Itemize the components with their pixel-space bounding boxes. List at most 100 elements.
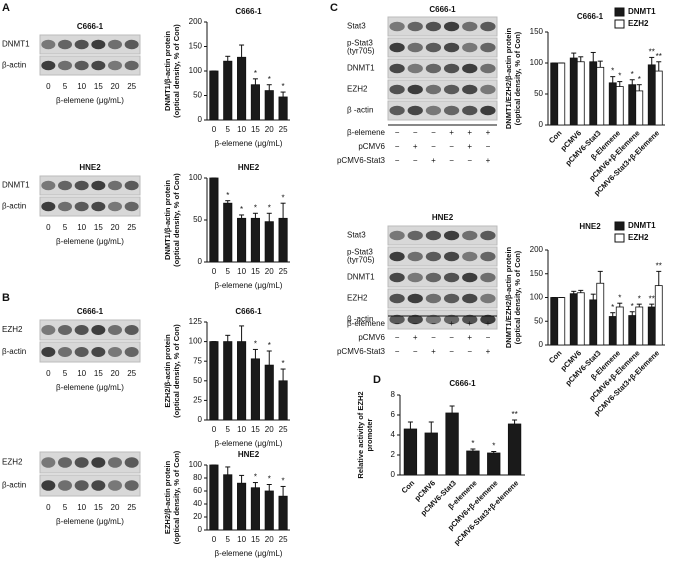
y-tick-label: 0	[198, 525, 203, 534]
y-axis-label: DNMT1/EZH2/β-actin protein	[504, 27, 513, 129]
y-tick-label: 40	[193, 499, 202, 508]
blot-band	[108, 60, 122, 71]
error-bar	[470, 448, 476, 451]
blot-band	[58, 325, 72, 335]
lane-label: 5	[63, 82, 68, 91]
x-tick-label: 25	[279, 267, 288, 276]
bar	[596, 66, 605, 126]
panel-letter: B	[2, 292, 10, 304]
treatment-sign: −	[413, 319, 418, 328]
treatment-sign: +	[467, 319, 472, 328]
bar	[557, 297, 566, 346]
blot-band	[480, 314, 496, 325]
bar	[424, 432, 438, 476]
bar	[278, 217, 288, 263]
blot-band	[443, 42, 460, 53]
treatment-sign: −	[395, 347, 400, 356]
blot-row-label: DNMT1	[2, 40, 30, 49]
blot-row-label: β-actin	[2, 347, 26, 356]
error-bar	[629, 79, 635, 85]
blot-band	[58, 347, 72, 357]
blot-band	[462, 314, 478, 325]
blot-band	[389, 63, 405, 74]
blot-band	[389, 42, 405, 53]
blot-band	[74, 325, 89, 335]
y-tick-label: 2	[391, 450, 396, 459]
blot-title: HNE2	[432, 213, 454, 222]
blot-xlabel: β-elemene (μg/mL)	[56, 237, 124, 246]
significance: *	[618, 72, 621, 81]
bar	[223, 202, 233, 263]
treatment-sign: −	[449, 142, 454, 151]
blot-band	[91, 201, 106, 212]
error-bar	[629, 311, 635, 316]
x-tick-label: 25	[279, 535, 288, 544]
lane-label: 0	[46, 82, 51, 91]
bar	[576, 292, 585, 346]
bar	[223, 60, 233, 121]
y-tick-label: 50	[534, 89, 543, 98]
blot-band	[407, 63, 423, 74]
bar	[237, 482, 247, 531]
treatment-sign: +	[467, 128, 472, 137]
blot-band	[74, 457, 89, 468]
error-bar	[578, 56, 584, 62]
significance: *	[638, 75, 641, 84]
error-bar	[252, 348, 258, 359]
y-tick-label: 4	[391, 430, 396, 439]
blot-band	[124, 60, 139, 71]
blot-band	[389, 84, 405, 95]
panel-letter: D	[373, 374, 381, 386]
blot-band	[124, 480, 139, 491]
blot-band	[425, 105, 442, 116]
blot-band	[443, 105, 460, 116]
error-bar	[280, 91, 286, 97]
blot-band	[91, 60, 106, 71]
significance: *	[631, 302, 634, 311]
blot-band	[443, 84, 460, 95]
lane-label: 15	[94, 82, 103, 91]
blot-band	[425, 63, 442, 74]
significance: *	[618, 293, 621, 302]
blot-band	[480, 84, 496, 95]
bar	[569, 293, 578, 346]
error-bar	[280, 485, 286, 497]
blot-band	[425, 42, 442, 53]
error-bar	[649, 303, 655, 307]
chart-title: HNE2	[238, 450, 260, 459]
blot-row-label: β -actin	[347, 315, 373, 324]
bar	[647, 306, 656, 346]
error-bar	[266, 212, 272, 222]
lane-label: 25	[127, 82, 136, 91]
blot-row-label: p-Stat3	[347, 248, 373, 257]
y-axis-label: (optical density, % of Con)	[513, 31, 522, 125]
bar	[278, 96, 288, 121]
blot-row-label: β-actin	[2, 202, 26, 211]
error-bar	[225, 55, 231, 62]
blot-band	[74, 480, 89, 491]
error-bar	[266, 484, 272, 491]
blot-band	[407, 105, 423, 116]
y-tick-label: 100	[189, 173, 203, 182]
significance: **	[511, 410, 517, 419]
lane-label: 15	[94, 503, 103, 512]
lane-label: 0	[46, 223, 51, 232]
error-bar	[225, 334, 231, 342]
blot-band	[91, 39, 106, 50]
blot-band	[462, 21, 478, 32]
blot-band	[124, 457, 139, 468]
bar	[237, 217, 247, 263]
bar	[550, 297, 559, 346]
blot-band	[108, 480, 122, 491]
blot-band	[389, 251, 405, 262]
lane-label: 10	[77, 503, 86, 512]
significance: *	[254, 473, 257, 482]
blot-band	[41, 39, 56, 50]
bar	[264, 364, 274, 421]
y-tick-label: 150	[189, 42, 203, 51]
lane-label: 10	[77, 369, 86, 378]
blot-band	[443, 251, 460, 262]
x-axis-label: β-elemene (μg/mL)	[215, 139, 283, 148]
x-tick-label: 5	[226, 125, 231, 134]
treatment-sign: −	[395, 128, 400, 137]
